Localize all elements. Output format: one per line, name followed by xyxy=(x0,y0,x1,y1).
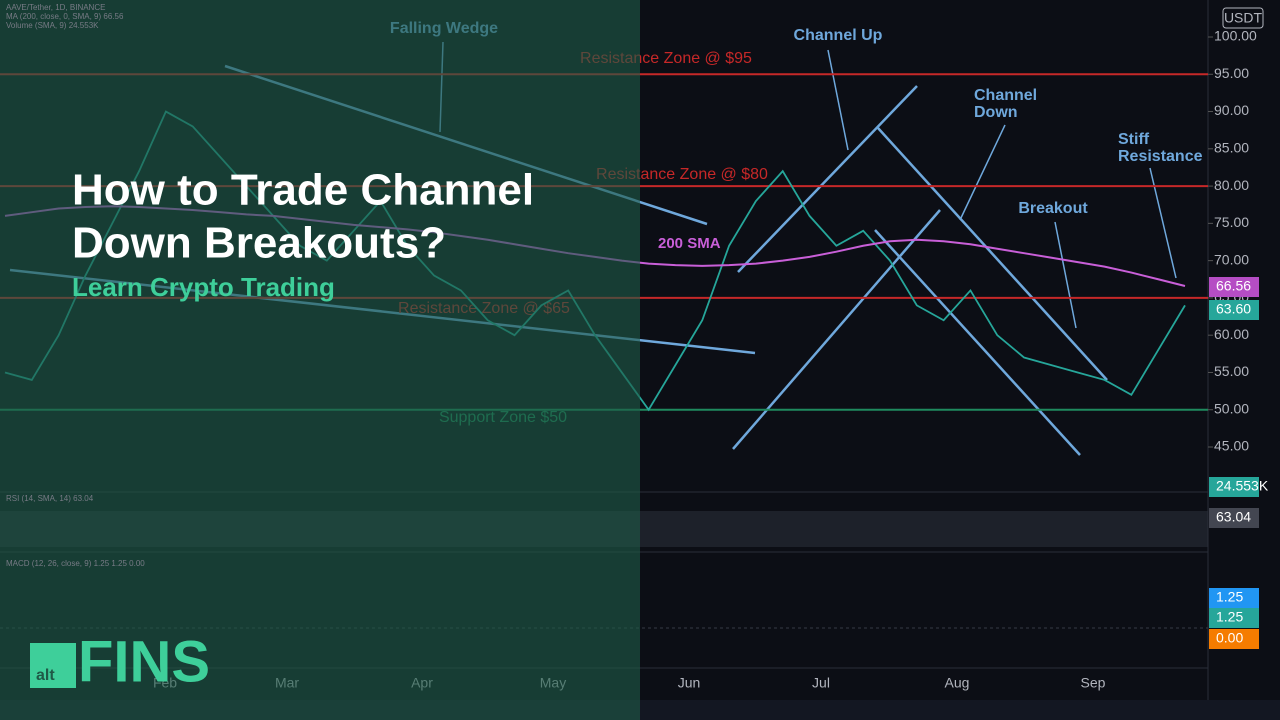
y-tick-label: 100.00 xyxy=(1214,28,1257,44)
price-label: 1.25 xyxy=(1216,609,1243,625)
price-label-bg xyxy=(1209,508,1259,528)
y-tick-label: 80.00 xyxy=(1214,177,1249,193)
y-tick-label: 95.00 xyxy=(1214,65,1249,81)
annotation: Breakout xyxy=(1018,200,1088,217)
dynamic-layer: 100.0095.0090.0085.0080.0075.0070.0065.0… xyxy=(0,20,1269,691)
annotation: Stiff Resistance xyxy=(1118,131,1203,165)
y-tick-label: 60.00 xyxy=(1214,326,1249,342)
channel-up-top xyxy=(737,85,918,273)
title-line: How to Trade Channel xyxy=(72,166,534,215)
y-tick-label: 55.00 xyxy=(1214,363,1249,379)
y-tick-label: 50.00 xyxy=(1214,400,1249,416)
ma-info: MA (200, close, 0, SMA, 9) 66.56 xyxy=(6,12,124,21)
price-label: 63.04 xyxy=(1216,509,1251,525)
price-label-bg xyxy=(1209,300,1259,320)
logo-small: alt xyxy=(36,667,55,684)
y-tick-label: 90.00 xyxy=(1214,102,1249,118)
price-label-bg xyxy=(1209,277,1259,297)
logo-block xyxy=(30,643,76,688)
x-tick-label: Jun xyxy=(678,675,701,691)
volume-info: Volume (SMA, 9) 24.553K xyxy=(6,21,99,30)
macd-info: MACD (12, 26, close, 9) 1.25 1.25 0.00 xyxy=(6,559,145,568)
channel-down-bottom xyxy=(874,229,1081,456)
currency: USDT xyxy=(1224,10,1263,26)
price-label-bg xyxy=(1209,608,1259,628)
currency-box xyxy=(1222,7,1264,29)
price-label: 0.00 xyxy=(1216,630,1243,646)
annotation: Channel Down xyxy=(974,87,1037,121)
price-label: 1.25 xyxy=(1216,589,1243,605)
arrow xyxy=(1054,221,1077,329)
subtitle: Learn Crypto Trading xyxy=(72,272,335,302)
rsi-info: RSI (14, SMA, 14) 63.04 xyxy=(6,494,94,503)
y-tick-label: 75.00 xyxy=(1214,214,1249,230)
arrow xyxy=(827,49,849,151)
logo: FINS xyxy=(78,629,210,694)
arrow xyxy=(959,124,1006,221)
title-line: Down Breakouts? xyxy=(72,219,446,268)
price-label-bg xyxy=(1209,629,1259,649)
x-tick-label: Jul xyxy=(812,675,830,691)
x-tick-label: Sep xyxy=(1081,675,1106,691)
y-tick-label: 70.00 xyxy=(1214,251,1249,267)
x-tick-label: Aug xyxy=(945,675,970,691)
channel-down-top xyxy=(877,127,1108,381)
price-label: 24.553K xyxy=(1216,478,1269,494)
annotation-line: Resistance xyxy=(1118,148,1203,165)
annotation-line: Down xyxy=(974,104,1018,121)
symbol-info: AAVE/Tether, 1D, BINANCE xyxy=(6,3,105,12)
price-label: 66.56 xyxy=(1216,278,1251,294)
annotation-line: Stiff xyxy=(1118,131,1150,148)
price-label-bg xyxy=(1209,588,1259,608)
annotation-line: Channel xyxy=(974,87,1037,104)
annotation: Channel Up xyxy=(794,27,883,44)
price-label-bg xyxy=(1209,477,1259,497)
price-label: 63.60 xyxy=(1216,301,1251,317)
y-tick-label: 45.00 xyxy=(1214,438,1249,454)
sma-label: 200 SMA xyxy=(658,235,721,252)
overlay-panel xyxy=(0,0,640,720)
y-tick-label: 85.00 xyxy=(1214,140,1249,156)
